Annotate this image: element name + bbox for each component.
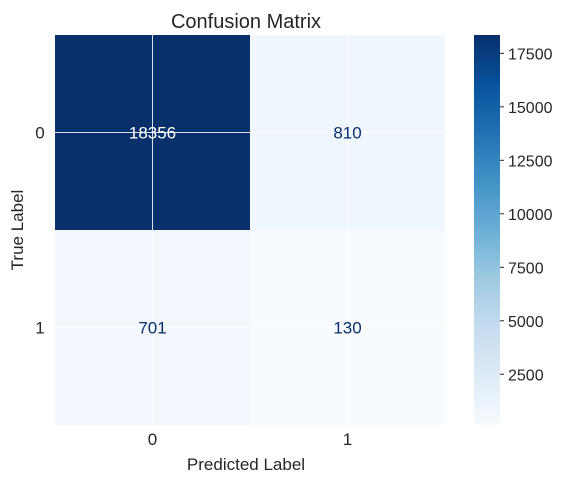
colorbar-tick-label: 7500 xyxy=(508,260,544,277)
colorbar: 2500 5000 7500 10000 12500 15000 17500 xyxy=(474,35,553,425)
x-axis-label: Predicted Label xyxy=(187,455,305,474)
heatmap-plot-area: 18356 810 701 130 0 1 0 1 xyxy=(35,35,445,449)
colorbar-tick-label: 17500 xyxy=(508,46,553,63)
colorbar-tick-label: 12500 xyxy=(508,153,553,170)
colorbar-tick-label: 15000 xyxy=(508,100,553,117)
colorbar-gradient xyxy=(474,35,500,425)
cell-value-label: 18356 xyxy=(129,124,176,143)
x-tick-label: 1 xyxy=(343,430,352,449)
cell-value-label: 701 xyxy=(138,319,166,338)
colorbar-tick-label: 5000 xyxy=(508,314,544,331)
y-axis-label: True Label xyxy=(8,190,27,271)
y-tick-label: 0 xyxy=(35,124,44,143)
colorbar-ticks: 2500 5000 7500 10000 12500 15000 17500 xyxy=(500,46,553,384)
cell-value-label: 130 xyxy=(333,319,361,338)
cell-value-label: 810 xyxy=(333,124,361,143)
chart-title: Confusion Matrix xyxy=(171,11,321,33)
y-tick-label: 1 xyxy=(35,319,44,338)
colorbar-tick-label: 10000 xyxy=(508,207,553,224)
colorbar-tick-label: 2500 xyxy=(508,367,544,384)
x-tick-label: 0 xyxy=(148,430,157,449)
